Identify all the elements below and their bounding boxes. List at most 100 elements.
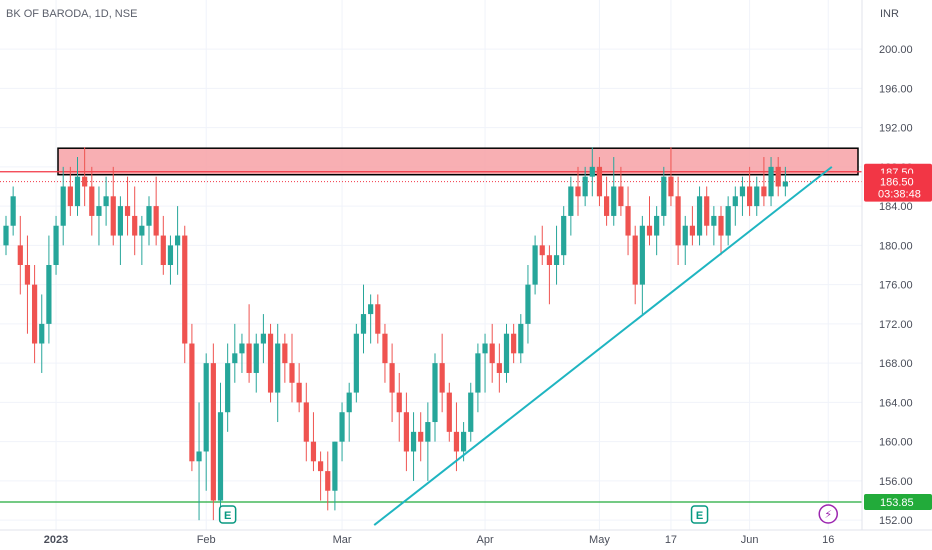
candle — [196, 402, 202, 521]
candle — [175, 206, 181, 275]
candle — [339, 402, 345, 462]
candle-body — [196, 451, 202, 462]
trendline-layer[interactable] — [373, 166, 833, 526]
candle — [124, 176, 131, 236]
horizontal-line-layer — [0, 171, 862, 503]
candle — [225, 343, 231, 432]
candle-body — [532, 245, 538, 285]
resistance-zone[interactable] — [57, 147, 859, 176]
candle-body — [67, 186, 73, 207]
candle — [17, 215, 23, 295]
ascending-trendline[interactable] — [373, 166, 833, 526]
candle — [82, 147, 88, 207]
candle — [153, 176, 159, 246]
candle-body — [39, 323, 45, 344]
candle-body — [711, 215, 717, 226]
y-tick-label: 156.00 — [879, 476, 913, 488]
time-axis[interactable]: 2023 Feb Mar Apr May 17 Jun 16 — [44, 534, 835, 546]
candle-body — [468, 392, 474, 432]
candle — [568, 176, 574, 236]
candle — [275, 323, 281, 423]
candle — [754, 176, 760, 216]
candle — [167, 235, 174, 285]
last-price-badge-bg — [864, 173, 932, 202]
split-icon — [818, 504, 838, 524]
candle — [332, 441, 338, 511]
candle-body — [596, 166, 603, 197]
candle-body — [439, 363, 445, 393]
candle — [110, 166, 116, 246]
candle — [24, 235, 31, 334]
x-tick-label: Apr — [476, 534, 493, 546]
candle — [596, 157, 603, 207]
x-tick-label: Feb — [197, 534, 216, 546]
candle-body — [182, 235, 188, 344]
y-tick-label: 172.00 — [879, 319, 913, 331]
candle — [425, 402, 431, 481]
y-tick-label: 192.00 — [879, 123, 913, 135]
candle — [310, 412, 317, 472]
zone-layer — [57, 147, 859, 176]
candle — [10, 186, 16, 236]
candle-body — [761, 186, 767, 197]
candle-body — [410, 431, 417, 452]
y-tick-label: 176.00 — [879, 280, 913, 292]
candle-body — [453, 431, 460, 452]
candle — [539, 225, 545, 265]
candle-body — [553, 255, 560, 265]
candle-body — [267, 333, 274, 393]
candle — [739, 176, 746, 216]
candle — [210, 343, 216, 521]
candle — [482, 333, 488, 393]
candle — [318, 451, 324, 501]
candle — [53, 215, 59, 275]
candle-body — [382, 333, 388, 364]
candle — [103, 176, 109, 226]
candle — [575, 166, 581, 216]
x-tick-label: Jun — [741, 534, 759, 546]
candle-body — [575, 186, 581, 197]
candle-body — [482, 343, 488, 354]
candle — [646, 196, 653, 246]
candle-body — [110, 196, 116, 236]
candle — [182, 225, 188, 364]
candle — [368, 294, 374, 344]
candle — [725, 196, 731, 246]
earnings-marker-feb[interactable]: E — [218, 505, 237, 524]
candle-body — [310, 441, 317, 462]
candle-body — [289, 363, 295, 383]
candle-body — [3, 225, 9, 246]
candle-body — [46, 265, 52, 324]
candle — [353, 323, 359, 403]
candle-body — [418, 431, 424, 442]
candle-body — [525, 284, 531, 324]
candle — [532, 235, 538, 295]
candle — [389, 343, 395, 423]
candle-body — [217, 412, 224, 501]
candle — [325, 451, 331, 511]
split-marker-jun[interactable]: ⚡ — [818, 504, 838, 524]
earnings-marker-may[interactable]: E — [690, 505, 709, 524]
y-tick-label: 168.00 — [879, 358, 913, 370]
candle — [260, 314, 266, 364]
candle-body — [446, 392, 452, 432]
candle-body — [654, 215, 660, 236]
candle — [696, 186, 703, 246]
candle — [589, 147, 595, 197]
candle-body — [74, 176, 81, 207]
candle-body — [303, 402, 309, 442]
candle — [732, 186, 738, 226]
y-tick-label: 184.00 — [879, 201, 913, 213]
candle-body — [239, 343, 245, 354]
event-marker-layer[interactable]: E E ⚡ — [218, 504, 838, 524]
candle — [60, 166, 66, 246]
price-axis[interactable]: 152.00 156.00 160.00 164.00 168.00 172.00 176.… — [879, 44, 913, 527]
candle-body — [675, 196, 681, 246]
candle-body — [582, 176, 588, 197]
candle-body — [210, 363, 216, 501]
candle — [618, 166, 624, 216]
y-tick-label: 196.00 — [879, 83, 913, 95]
